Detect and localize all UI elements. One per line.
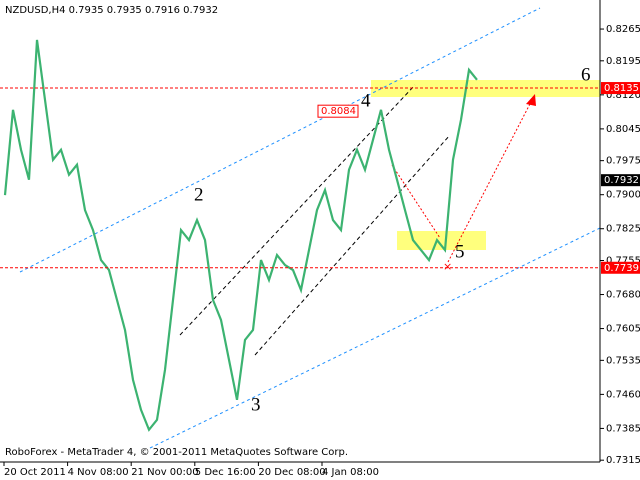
price-marker-label: 0.8084: [321, 106, 356, 117]
level-box: [601, 261, 640, 274]
wave-label: 2: [194, 184, 204, 205]
x-tick-label: 5 Dec 16:00: [195, 467, 256, 478]
y-tick-label: 0.7535: [606, 355, 640, 366]
footer: RoboForex - MetaTrader 4, © 2001-2011 Me…: [5, 447, 348, 458]
x-tick-label: 4 Nov 08:00: [68, 467, 129, 478]
x-tick-label: 20 Oct 2011: [4, 467, 66, 478]
wave-label: 6: [581, 64, 591, 85]
y-tick-label: 0.7385: [606, 423, 640, 434]
forecast-arrow: [447, 99, 533, 263]
wave-label: 4: [361, 90, 371, 111]
cross-mark: ×: [443, 260, 452, 273]
channel-line: [19, 7, 541, 273]
x-tick-label: 4 Jan 08:00: [322, 467, 379, 478]
wave-label: 5: [455, 241, 465, 262]
level-label: 0.7739: [604, 263, 639, 274]
y-tick-label: 0.7315: [606, 455, 640, 466]
y-tick-label: 0.7680: [606, 290, 640, 301]
forecast-arrow: [391, 164, 441, 239]
price-line: [3, 39, 478, 432]
x-tick-label: 20 Dec 08:00: [258, 467, 325, 478]
y-tick-label: 0.8120: [606, 90, 640, 101]
target-zone: [397, 231, 486, 250]
y-tick-label: 0.7975: [606, 156, 640, 167]
level-box: [601, 174, 640, 187]
plot: [3, 39, 478, 432]
x-tick-label: 21 Nov 00:00: [131, 467, 198, 478]
price-marker-box: [317, 104, 359, 118]
y-tick-label: 0.7605: [606, 324, 640, 335]
y-tick-label: 0.7825: [606, 224, 640, 235]
y-tick-label: 0.8195: [606, 56, 640, 67]
y-tick-label: 0.7460: [606, 389, 640, 400]
y-tick-label: 0.8265: [606, 24, 640, 35]
wave-label: 3: [251, 394, 261, 415]
y-tick-label: 0.7755: [606, 255, 640, 266]
y-tick-label: 0.7900: [606, 190, 640, 201]
level-box: [601, 82, 640, 95]
level-label: 0.7932: [604, 175, 639, 186]
level-label: 0.8135: [604, 83, 639, 94]
y-tick-label: 0.8045: [606, 124, 640, 135]
arrow-head: [526, 94, 536, 106]
chart-title: NZDUSD,H4 0.7935 0.7935 0.7916 0.7932: [5, 5, 218, 16]
channel-line: [179, 84, 416, 336]
